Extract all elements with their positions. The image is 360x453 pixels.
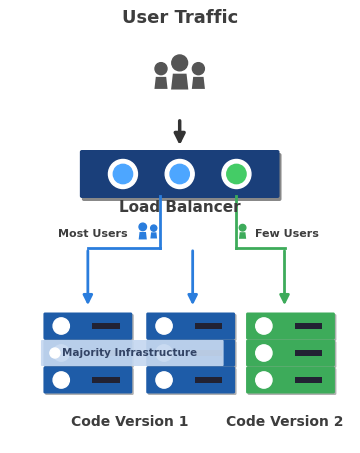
Text: Code Version 2: Code Version 2 xyxy=(226,415,343,429)
Bar xyxy=(295,377,322,383)
Polygon shape xyxy=(154,77,167,89)
FancyBboxPatch shape xyxy=(45,314,134,341)
Bar xyxy=(195,350,222,356)
Circle shape xyxy=(113,164,132,183)
Circle shape xyxy=(165,159,194,188)
Circle shape xyxy=(258,320,270,332)
FancyBboxPatch shape xyxy=(248,368,336,395)
Circle shape xyxy=(239,224,246,231)
Circle shape xyxy=(156,372,172,388)
Bar xyxy=(92,323,120,328)
Text: Most Users: Most Users xyxy=(58,229,128,239)
FancyBboxPatch shape xyxy=(148,314,237,341)
Circle shape xyxy=(139,223,147,231)
Bar xyxy=(195,323,222,328)
FancyBboxPatch shape xyxy=(80,150,279,198)
Circle shape xyxy=(192,63,204,75)
Polygon shape xyxy=(171,74,188,90)
Circle shape xyxy=(256,372,272,388)
Bar xyxy=(92,350,120,356)
FancyBboxPatch shape xyxy=(44,366,132,394)
Bar xyxy=(92,377,120,383)
Circle shape xyxy=(155,63,167,75)
Circle shape xyxy=(227,164,246,183)
FancyBboxPatch shape xyxy=(148,368,237,395)
FancyBboxPatch shape xyxy=(44,339,132,366)
Circle shape xyxy=(55,374,67,386)
Text: Few Users: Few Users xyxy=(255,229,319,239)
Circle shape xyxy=(156,345,172,361)
FancyBboxPatch shape xyxy=(146,339,235,366)
FancyBboxPatch shape xyxy=(45,368,134,395)
Circle shape xyxy=(53,372,69,388)
Circle shape xyxy=(256,318,272,334)
Polygon shape xyxy=(150,232,157,238)
FancyBboxPatch shape xyxy=(44,313,132,339)
FancyBboxPatch shape xyxy=(248,341,336,368)
Circle shape xyxy=(256,345,272,361)
FancyBboxPatch shape xyxy=(41,340,224,366)
Circle shape xyxy=(108,159,138,188)
Circle shape xyxy=(53,345,69,361)
FancyBboxPatch shape xyxy=(246,339,335,366)
Circle shape xyxy=(172,55,188,71)
Circle shape xyxy=(156,318,172,334)
Bar xyxy=(295,350,322,356)
FancyBboxPatch shape xyxy=(146,313,235,339)
Circle shape xyxy=(158,347,170,359)
Bar xyxy=(195,377,222,383)
Circle shape xyxy=(222,159,251,188)
FancyBboxPatch shape xyxy=(246,313,335,339)
Polygon shape xyxy=(192,77,205,89)
Circle shape xyxy=(158,320,170,332)
Text: User Traffic: User Traffic xyxy=(122,9,238,27)
Circle shape xyxy=(55,347,67,359)
Text: Code Version 1: Code Version 1 xyxy=(71,415,189,429)
Text: Majority Infrastructure: Majority Infrastructure xyxy=(62,348,197,358)
FancyBboxPatch shape xyxy=(82,153,282,201)
Polygon shape xyxy=(139,232,147,240)
FancyBboxPatch shape xyxy=(148,341,237,368)
FancyBboxPatch shape xyxy=(146,366,235,394)
Circle shape xyxy=(55,320,67,332)
Polygon shape xyxy=(239,232,246,239)
Circle shape xyxy=(158,374,170,386)
FancyBboxPatch shape xyxy=(246,366,335,394)
Bar xyxy=(295,323,322,328)
Circle shape xyxy=(170,164,189,183)
Circle shape xyxy=(53,318,69,334)
Text: Load Balancer: Load Balancer xyxy=(119,199,240,215)
FancyBboxPatch shape xyxy=(248,314,336,341)
Circle shape xyxy=(258,374,270,386)
Circle shape xyxy=(50,348,60,358)
FancyBboxPatch shape xyxy=(45,341,134,368)
Circle shape xyxy=(258,347,270,359)
Circle shape xyxy=(150,225,157,231)
